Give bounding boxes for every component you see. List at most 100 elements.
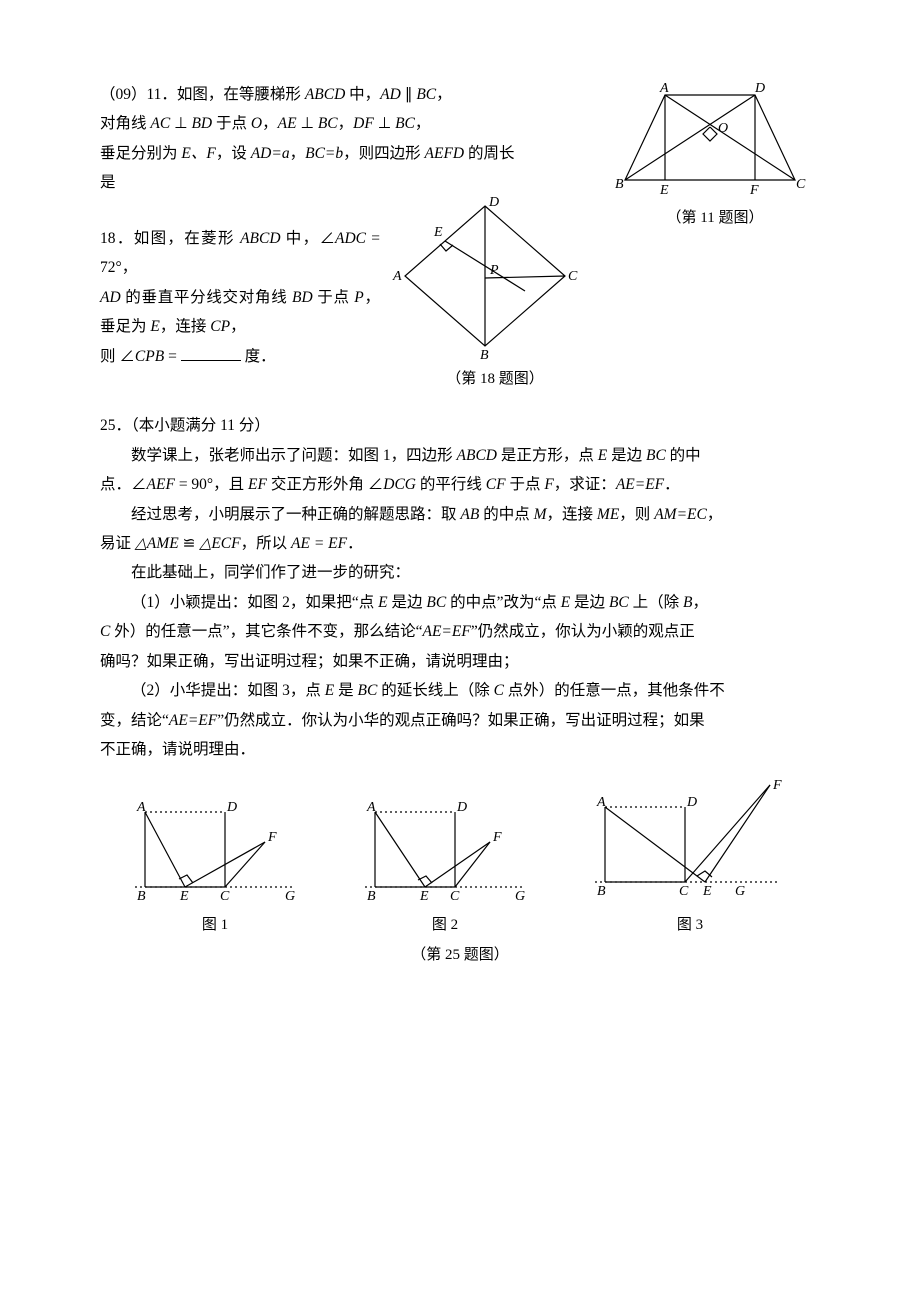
q11-adeq: AD=a <box>251 145 290 162</box>
q25-aeef4: AE=EF <box>169 712 217 729</box>
q25-e1: E <box>598 447 607 464</box>
f1-C: C <box>220 889 230 904</box>
q11-ad: AD <box>380 86 401 103</box>
q25-p3b: 的中点 <box>479 506 533 523</box>
f2-G: G <box>515 889 525 904</box>
q25-p3e: ， <box>707 506 723 523</box>
q25-fig1: A D B E C G F 图 1 <box>125 797 305 940</box>
q11-label-D: D <box>754 81 765 96</box>
q25-fig1-label: 图 1 <box>125 911 305 940</box>
q25-p11: 不正确，请说明理由． <box>100 735 820 764</box>
q18-cp: CP <box>210 318 230 335</box>
q25-aeef2: AE = EF <box>291 535 347 552</box>
q11-c5: ， <box>290 145 306 162</box>
q25-p2c: 交正方形外角 <box>267 476 368 493</box>
q25-p6e: 上（除 <box>629 594 683 611</box>
q25-p3d: ，则 <box>619 506 654 523</box>
q25-amec: AM=EC <box>654 506 707 523</box>
q18-mid: 中， <box>281 230 320 247</box>
f2-D: D <box>456 800 467 815</box>
q25-p3: 经过思考，小明展示了一种正确的解题思路：取 AB 的中点 M，连接 ME，则 A… <box>100 500 820 529</box>
content: A D B C E F O （第 11 题图） （09）11．如图，在等腰梯形 … <box>100 80 820 970</box>
q18-figure-svg: D A C B E P <box>390 196 580 361</box>
q25-p2e: 于点 <box>506 476 545 493</box>
q11-perp1: ⊥ <box>170 115 191 132</box>
q18-angpre: ∠ <box>320 230 336 247</box>
q25-p1: 数学课上，张老师出示了问题：如图 1，四边形 ABCD 是正方形，点 E 是边 … <box>100 441 820 470</box>
f3-G: G <box>735 884 745 899</box>
q25-p6c: 的中点”改为“点 <box>446 594 561 611</box>
q11-set: ，设 <box>216 145 251 162</box>
q25-p5: 在此基础上，同学们作了进一步的研究： <box>100 558 820 587</box>
q25-p2f: ，求证： <box>554 476 616 493</box>
q25-p6d: 是边 <box>570 594 609 611</box>
q11-abcd: ABCD <box>305 86 345 103</box>
q25-angdcgpre: ∠ <box>368 476 384 493</box>
f3-D: D <box>686 795 697 810</box>
q11-o: O <box>251 115 262 132</box>
f1-G: G <box>285 889 295 904</box>
q18-unit: 度． <box>241 348 276 365</box>
q18-bd: BD <box>292 289 313 306</box>
q11-efp: E、F <box>181 145 215 162</box>
q25-p6a: （1）小颖提出：如图 2，如果把“点 <box>131 594 378 611</box>
q11-t2: 中， <box>345 86 380 103</box>
q18-abcd: ABCD <box>240 230 280 247</box>
q25-e4: E <box>325 682 334 699</box>
q18-angcpbpre: ∠ <box>119 348 135 365</box>
q11-l2a: 对角线 <box>100 115 150 132</box>
q25-fig2: A D B E C G F 图 2 <box>355 797 535 940</box>
q18-l2f: ， <box>230 318 246 335</box>
q18-c2: ， <box>122 259 138 276</box>
q25-p4c: ． <box>347 535 363 552</box>
f3-B: B <box>597 884 606 899</box>
q11-ac: AC <box>150 115 170 132</box>
q11-is: 是 <box>100 174 116 191</box>
q25-p9: （2）小华提出：如图 3，点 E 是 BC 的延长线上（除 C 点外）的任意一点… <box>100 676 820 705</box>
spacer2 <box>100 393 820 411</box>
q18-blank[interactable] <box>181 344 241 361</box>
q11-figure-block: A D B C E F O （第 11 题图） <box>610 80 820 233</box>
q11-l3a: 垂足分别为 <box>100 145 181 162</box>
q25-f: F <box>544 476 553 493</box>
q25-e2: E <box>378 594 387 611</box>
q25-cf: CF <box>486 476 506 493</box>
q25-p10a: 变，结论“ <box>100 712 169 729</box>
q25-abcd: ABCD <box>457 447 497 464</box>
q25-p8: 确吗？如果正确，写出证明过程；如果不正确，请说明理由； <box>100 647 820 676</box>
q25-fig3-label: 图 3 <box>585 911 795 940</box>
q18-eq2: = <box>164 348 181 365</box>
q11-bc3: BC <box>395 115 415 132</box>
q11-t1: （09）11．如图，在等腰梯形 <box>100 86 305 103</box>
q25-aeef3: AE=EF <box>422 623 470 640</box>
q11-c4: ， <box>415 115 431 132</box>
q11-label-E: E <box>659 183 669 198</box>
q25-ab: AB <box>460 506 479 523</box>
q25-p2d: 的平行线 <box>416 476 486 493</box>
q25-p1b: 是正方形，点 <box>497 447 598 464</box>
q25-bc3: BC <box>609 594 629 611</box>
q25-aef: AEF <box>147 476 175 493</box>
f2-C: C <box>450 889 460 904</box>
q11-perp3: ⊥ <box>374 115 395 132</box>
q25-bc2: BC <box>426 594 446 611</box>
q18-label-E: E <box>433 225 443 240</box>
f1-E: E <box>179 889 189 904</box>
f2-B: B <box>367 889 376 904</box>
q25-c: C <box>100 623 110 640</box>
q25-p2a: 点． <box>100 476 131 493</box>
q11-label-O: O <box>718 121 728 136</box>
q18-p: P <box>354 289 363 306</box>
q25-p7: C 外）的任意一点”，其它条件不变，那么结论“AE=EF”仍然成立，你认为小颖的… <box>100 617 820 646</box>
q11-then: ，则四边形 <box>343 145 424 162</box>
q25-bc4: BC <box>358 682 378 699</box>
q18-label-D: D <box>488 196 499 210</box>
q11-ae: AE <box>278 115 297 132</box>
q25-m: M <box>534 506 547 523</box>
q11-tail: 的周长 <box>464 145 514 162</box>
f1-D: D <box>226 800 237 815</box>
q18-label-C: C <box>568 269 578 284</box>
q11-bd: BD <box>191 115 212 132</box>
q25-tri2: △ECF <box>199 535 240 552</box>
q25-p9a: （2）小华提出：如图 3，点 <box>131 682 325 699</box>
